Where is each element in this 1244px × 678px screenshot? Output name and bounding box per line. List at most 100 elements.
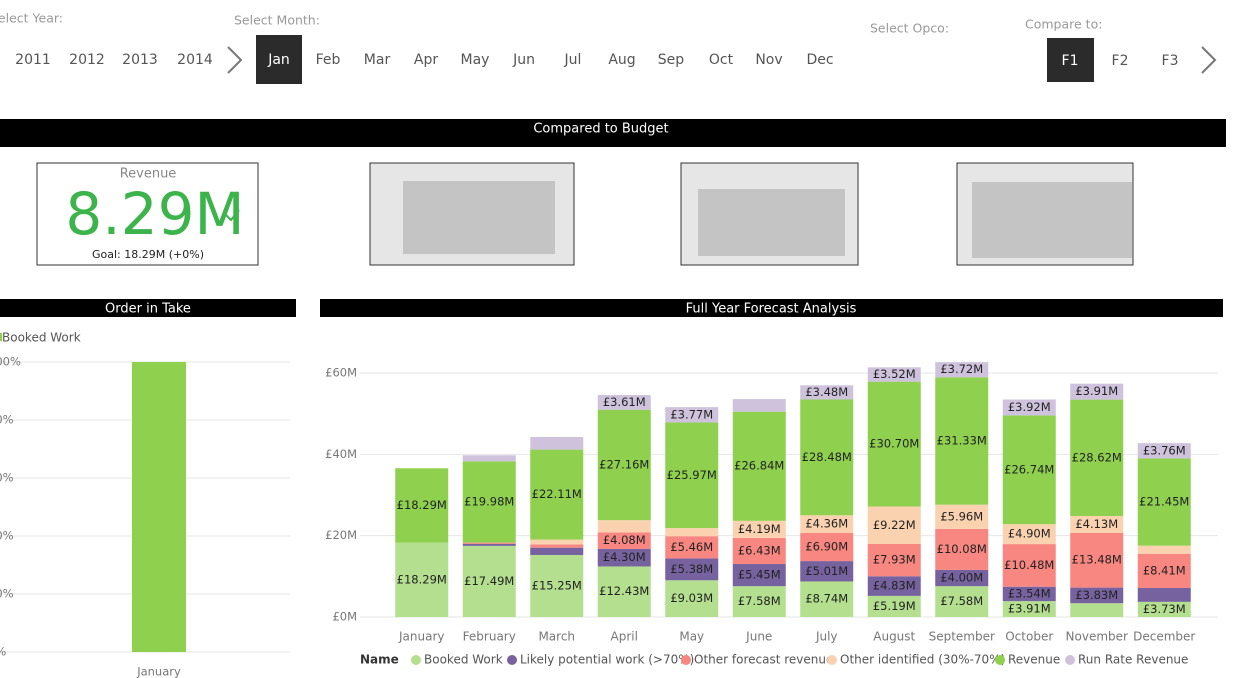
month-option[interactable]: May: [461, 52, 490, 68]
month-option[interactable]: Jan: [267, 52, 290, 68]
bar-segment: [462, 545, 516, 617]
bar-segment: [935, 504, 989, 529]
placeholder: [403, 181, 555, 254]
data-label: £26.84M: [734, 459, 784, 473]
bar-segment: [1002, 601, 1056, 617]
data-label: £27.16M: [599, 457, 649, 471]
data-label: £3.52M: [873, 367, 916, 381]
data-label: £8.74M: [805, 592, 848, 606]
legend-label: Run Rate Revenue: [1078, 653, 1188, 667]
x-tick-label: August: [873, 630, 915, 644]
data-label: £25.97M: [667, 468, 717, 482]
legend-title: Name: [360, 653, 399, 667]
data-label: £21.45M: [1139, 495, 1189, 509]
data-label: £28.62M: [1072, 450, 1122, 464]
year-option[interactable]: 2011: [15, 52, 51, 68]
month-option[interactable]: Sep: [658, 52, 685, 68]
legend-label: Other forecast revenue: [694, 653, 833, 667]
bar-segment: [1137, 458, 1191, 546]
x-tick-label: June: [745, 630, 772, 644]
bar-segment: [732, 399, 786, 412]
bar-segment: [867, 367, 921, 382]
kpi-value: 8.29M: [65, 180, 244, 248]
compare-option[interactable]: F2: [1112, 53, 1129, 69]
data-label: £8.41M: [1143, 563, 1186, 577]
year-label: Select Year:: [0, 11, 63, 26]
x-tick-label: September: [929, 630, 995, 644]
bar-segment: [597, 566, 651, 617]
legend-label: Revenue: [1008, 653, 1060, 667]
data-label: £3.83M: [1075, 588, 1118, 602]
data-label: £9.03M: [670, 591, 713, 605]
legend-label: Booked Work: [2, 331, 81, 345]
data-label: £3.91M: [1075, 384, 1118, 398]
bar-segment: [1070, 532, 1124, 588]
data-label: £4.36M: [805, 517, 848, 531]
bar-segment: [732, 564, 786, 587]
bar-segment: [935, 586, 989, 617]
bar-segment: [395, 542, 449, 617]
legend-marker: [0, 333, 2, 341]
month-option[interactable]: Feb: [316, 52, 341, 68]
placeholder: [698, 189, 845, 256]
data-label: £13.48M: [1072, 553, 1122, 567]
bar-segment: [665, 558, 719, 581]
month-option[interactable]: Apr: [414, 52, 438, 68]
month-option[interactable]: Oct: [709, 52, 734, 68]
compare-selected[interactable]: [1047, 38, 1094, 82]
legend-marker: [995, 655, 1005, 665]
legend-marker: [507, 655, 517, 665]
year-option[interactable]: 2014: [177, 52, 213, 68]
bar-segment: [800, 533, 854, 562]
month-selected[interactable]: [256, 35, 302, 84]
bar-segment: [665, 407, 719, 423]
legend-marker: [681, 655, 691, 665]
chart-title: Order in Take: [105, 302, 191, 317]
bar-segment: [1070, 383, 1124, 400]
bar-segment: [530, 437, 584, 450]
chart-title: Full Year Forecast Analysis: [686, 302, 857, 317]
x-tick-label: October: [1005, 630, 1053, 644]
kpi-check: [225, 209, 240, 222]
month-option[interactable]: Aug: [608, 52, 635, 68]
compare-next-arrow[interactable]: [1201, 46, 1217, 74]
year-option[interactable]: 2013: [122, 52, 158, 68]
data-label: £26.74M: [1004, 462, 1054, 476]
data-label: £7.93M: [873, 553, 916, 567]
bar-segment: [597, 532, 651, 549]
bar-segment: [935, 377, 989, 505]
bar-segment: [867, 506, 921, 545]
bar-segment: [732, 411, 786, 521]
bar-segment: [732, 537, 786, 565]
bar-segment: [800, 385, 854, 400]
month-option[interactable]: Jun: [512, 52, 535, 68]
data-label: £3.61M: [603, 395, 646, 409]
chart-header: [0, 299, 296, 317]
bar-segment: [867, 544, 921, 577]
data-label: £4.30M: [603, 550, 646, 564]
bar-segment: [530, 544, 584, 548]
bar-segment: [800, 399, 854, 516]
y-tick-label: £20M: [325, 528, 357, 542]
month-option[interactable]: Jul: [564, 52, 582, 68]
x-tick-label: April: [611, 630, 638, 644]
month-option[interactable]: Mar: [364, 52, 391, 68]
data-label: £5.01M: [805, 564, 848, 578]
year-option[interactable]: 2012: [69, 52, 105, 68]
compare-option[interactable]: F3: [1162, 53, 1179, 69]
x-tick-label: January: [136, 665, 181, 678]
bar-segment: [530, 554, 584, 617]
bar-segment: [1137, 553, 1191, 589]
bar-segment: [732, 520, 786, 538]
compare-option[interactable]: F1: [1062, 53, 1079, 69]
section-header: [0, 119, 1226, 147]
month-option[interactable]: Dec: [806, 52, 833, 68]
bar-segment: [800, 581, 854, 617]
month-option[interactable]: Nov: [755, 52, 782, 68]
bar-segment: [395, 468, 449, 543]
legend-label: Booked Work: [424, 653, 503, 667]
data-label: £28.48M: [802, 450, 852, 464]
year-next-arrow[interactable]: [227, 46, 243, 74]
data-label: £18.29M: [397, 498, 447, 512]
